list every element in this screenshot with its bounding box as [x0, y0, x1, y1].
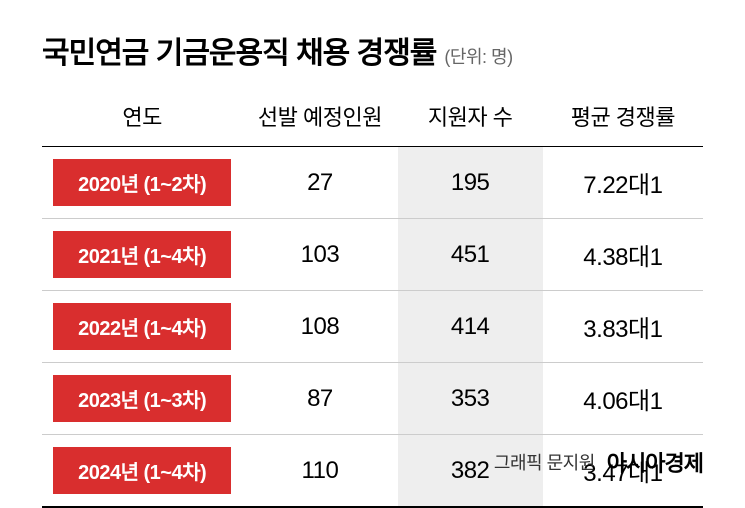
cell-applicants: 414 [398, 291, 543, 363]
cell-planned: 108 [242, 291, 397, 363]
year-pill: 2022년 (1~4차) [53, 303, 231, 350]
cell-applicants: 195 [398, 147, 543, 219]
cell-year: 2024년 (1~4차) [42, 435, 242, 508]
year-pill: 2020년 (1~2차) [53, 159, 231, 206]
table-header-row: 연도 선발 예정인원 지원자 수 평균 경쟁률 [42, 90, 703, 147]
col-header-ratio: 평균 경쟁률 [543, 90, 703, 147]
credit-row: 그래픽 문지원 아시아경제 [494, 446, 703, 478]
page-title: 국민연금 기금운용직 채용 경쟁률 [42, 28, 436, 72]
col-header-applicants: 지원자 수 [398, 90, 543, 147]
brand-logo: 아시아경제 [607, 446, 703, 478]
cell-ratio: 4.06대1 [543, 363, 703, 435]
col-header-year: 연도 [42, 90, 242, 147]
cell-planned: 110 [242, 435, 397, 508]
cell-applicants: 353 [398, 363, 543, 435]
cell-planned: 87 [242, 363, 397, 435]
cell-ratio: 7.22대1 [543, 147, 703, 219]
cell-planned: 103 [242, 219, 397, 291]
col-header-planned: 선발 예정인원 [242, 90, 397, 147]
table-row: 2021년 (1~4차) 103 451 4.38대1 [42, 219, 703, 291]
cell-planned: 27 [242, 147, 397, 219]
cell-year: 2023년 (1~3차) [42, 363, 242, 435]
cell-ratio: 3.83대1 [543, 291, 703, 363]
cell-ratio: 4.38대1 [543, 219, 703, 291]
table-row: 2023년 (1~3차) 87 353 4.06대1 [42, 363, 703, 435]
cell-year: 2022년 (1~4차) [42, 291, 242, 363]
title-row: 국민연금 기금운용직 채용 경쟁률 (단위: 명) [42, 28, 703, 72]
graphic-credit: 그래픽 문지원 [494, 449, 595, 475]
year-pill: 2024년 (1~4차) [53, 447, 231, 494]
cell-year: 2020년 (1~2차) [42, 147, 242, 219]
cell-applicants: 451 [398, 219, 543, 291]
table-row: 2022년 (1~4차) 108 414 3.83대1 [42, 291, 703, 363]
year-pill: 2023년 (1~3차) [53, 375, 231, 422]
table-row: 2020년 (1~2차) 27 195 7.22대1 [42, 147, 703, 219]
unit-label: (단위: 명) [444, 43, 512, 69]
year-pill: 2021년 (1~4차) [53, 231, 231, 278]
cell-year: 2021년 (1~4차) [42, 219, 242, 291]
